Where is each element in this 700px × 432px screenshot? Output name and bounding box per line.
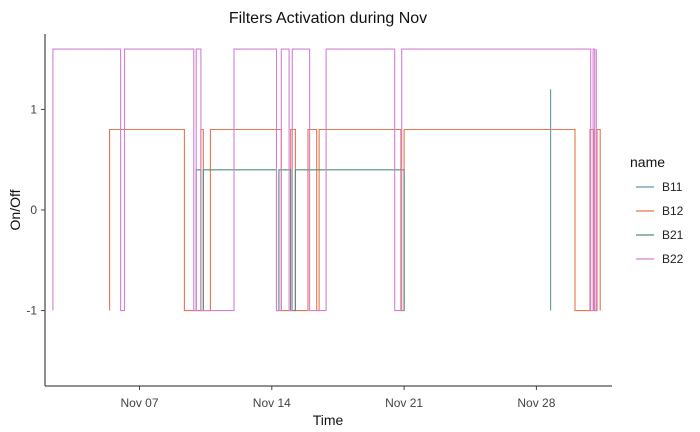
legend-label: B11 xyxy=(662,180,683,194)
legend: name B11 B12 B21 B22 xyxy=(630,154,684,266)
legend-label: B22 xyxy=(662,252,684,266)
y-tick-label: 1 xyxy=(30,102,37,116)
x-tick-label: Nov 28 xyxy=(517,396,555,410)
series-line-b22 xyxy=(52,48,597,312)
series-lines xyxy=(52,48,601,312)
legend-title: name xyxy=(630,154,665,170)
legend-items: B11 B12 B21 B22 xyxy=(636,180,684,266)
y-axis-title: On/Off xyxy=(7,189,23,230)
axes xyxy=(44,34,612,387)
y-tick-label: -1 xyxy=(26,304,37,318)
y-ticks: -1 0 1 xyxy=(26,102,45,318)
x-ticks: Nov 07 Nov 14 Nov 21 Nov 28 xyxy=(120,386,556,410)
series-line-b12 xyxy=(109,128,601,312)
series-line-b21 xyxy=(195,169,405,312)
y-tick-label: 0 xyxy=(30,203,37,217)
legend-label: B12 xyxy=(662,204,684,218)
legend-label: B21 xyxy=(662,228,684,242)
x-tick-label: Nov 21 xyxy=(385,396,423,410)
chart-title: Filters Activation during Nov xyxy=(229,10,427,27)
x-axis-title: Time xyxy=(313,412,344,428)
x-tick-label: Nov 07 xyxy=(120,396,158,410)
x-tick-label: Nov 14 xyxy=(253,396,291,410)
